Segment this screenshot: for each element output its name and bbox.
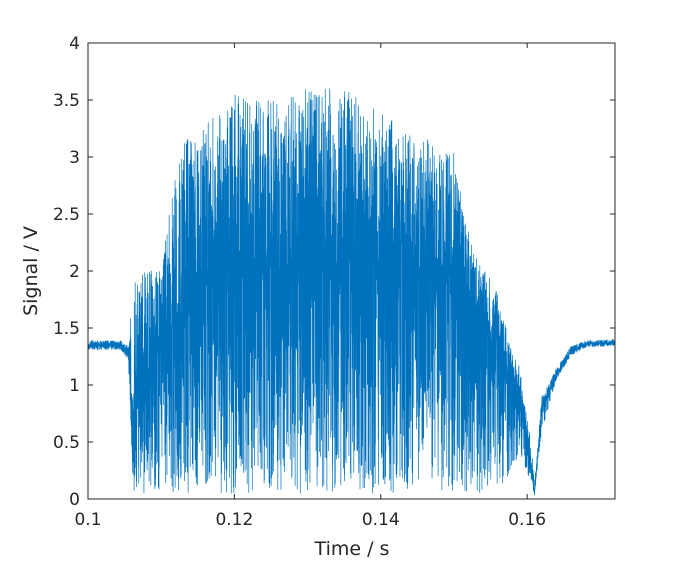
y-tick-label: 0 <box>69 490 80 510</box>
x-tick-label: 0.16 <box>508 510 546 530</box>
axis-ticks: 0.1 0.12 0.14 0.16 0 0.5 1 1.5 2 2.5 3 3.5 4 <box>53 34 615 530</box>
y-tick-label: 1 <box>69 376 80 396</box>
signal-line <box>87 88 616 496</box>
y-tick-label: 4 <box>69 34 80 54</box>
x-tick-label: 0.1 <box>74 510 101 530</box>
y-tick-label: 0.5 <box>53 433 80 453</box>
y-tick-label: 3 <box>69 148 80 168</box>
y-tick-label: 2 <box>69 262 80 282</box>
x-tick-label: 0.12 <box>215 510 253 530</box>
x-axis-label: Time / s <box>314 538 390 560</box>
y-tick-label: 3.5 <box>53 91 80 111</box>
y-tick-label: 2.5 <box>53 205 80 225</box>
y-tick-label: 1.5 <box>53 319 80 339</box>
y-axis-label: Signal / V <box>20 226 42 316</box>
x-tick-label: 0.14 <box>362 510 400 530</box>
signal-series <box>87 88 616 496</box>
